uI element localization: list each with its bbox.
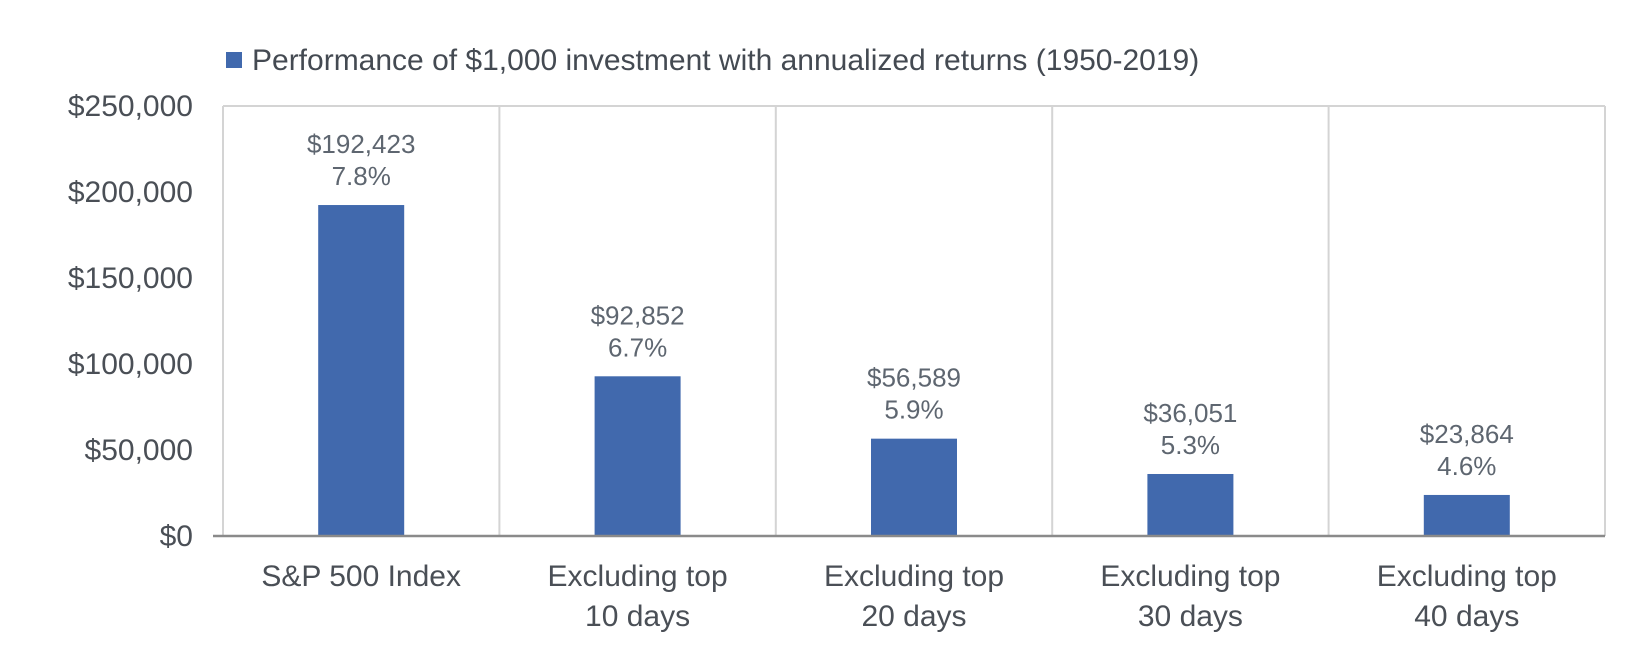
data-label-value: $23,864 xyxy=(1420,419,1514,449)
data-label-value: $56,589 xyxy=(867,363,961,393)
bar xyxy=(594,376,681,536)
data-label-return: 5.3% xyxy=(1161,430,1220,460)
x-tick-label: Excluding top xyxy=(1377,560,1557,593)
legend-label: Performance of $1,000 investment with an… xyxy=(252,44,1199,77)
legend: Performance of $1,000 investment with an… xyxy=(226,44,1199,77)
y-tick-label: $150,000 xyxy=(68,262,193,295)
data-label-value: $192,423 xyxy=(307,129,415,159)
x-tick-label: 30 days xyxy=(1138,600,1243,633)
y-tick-label: $200,000 xyxy=(68,176,193,209)
data-label-value: $36,051 xyxy=(1143,398,1237,428)
x-tick-label: Excluding top xyxy=(824,560,1004,593)
x-tick-label: 10 days xyxy=(585,600,690,633)
x-tick-label: Excluding top xyxy=(548,560,728,593)
bar xyxy=(871,438,957,536)
x-tick-label: S&P 500 Index xyxy=(261,560,461,593)
x-tick-label: 20 days xyxy=(861,600,966,633)
data-label-return: 7.8% xyxy=(332,161,391,191)
bar xyxy=(318,205,405,536)
bar xyxy=(1147,473,1234,536)
x-tick-label: 40 days xyxy=(1414,600,1519,633)
y-tick-label: $0 xyxy=(160,520,193,553)
data-label-return: 5.9% xyxy=(884,395,943,425)
x-tick-label: Excluding top xyxy=(1100,560,1280,593)
data-label-value: $92,852 xyxy=(591,300,685,330)
y-tick-label: $50,000 xyxy=(85,434,193,467)
data-label-return: 4.6% xyxy=(1437,451,1496,481)
y-tick-label: $100,000 xyxy=(68,348,193,381)
plot-area: $0 $50,000 $100,000 $150,000 $200,000 $250,00… xyxy=(68,90,1606,633)
data-label-return: 6.7% xyxy=(608,332,667,362)
y-tick-label: $250,000 xyxy=(68,90,193,123)
bar xyxy=(1423,494,1510,536)
legend-swatch xyxy=(226,52,242,68)
